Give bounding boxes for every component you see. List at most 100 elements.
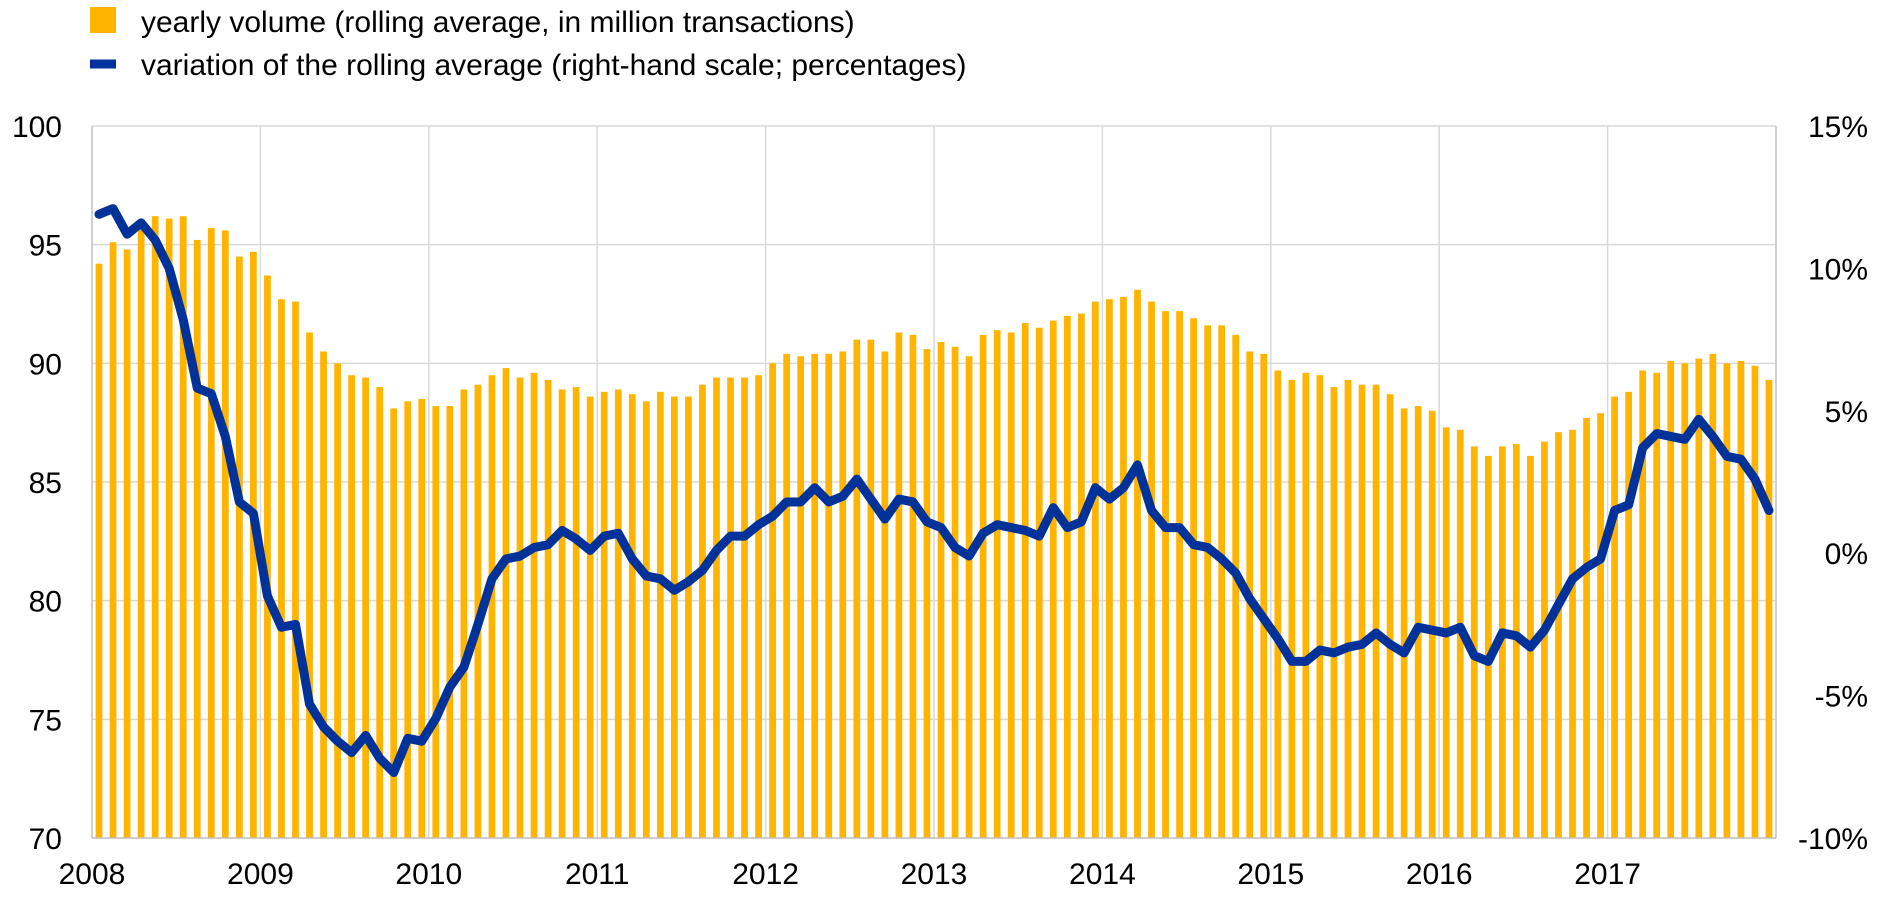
volume-bar-84 bbox=[1274, 370, 1282, 838]
volume-bar-45 bbox=[727, 377, 734, 838]
volume-bar-117 bbox=[1737, 360, 1745, 838]
variation-point-41 bbox=[672, 588, 676, 592]
variation-point-55 bbox=[869, 497, 873, 501]
variation-point-71 bbox=[1093, 486, 1097, 490]
volume-bar-3 bbox=[137, 223, 145, 839]
variation-point-32 bbox=[546, 543, 550, 547]
variation-point-102 bbox=[1528, 645, 1532, 649]
variation-point-50 bbox=[799, 500, 803, 504]
volume-bar-33 bbox=[558, 389, 566, 838]
volume-bar-15 bbox=[306, 332, 313, 838]
variation-point-12 bbox=[265, 594, 269, 598]
volume-bar-77 bbox=[1176, 311, 1183, 838]
volume-bar-78 bbox=[1190, 318, 1197, 838]
variation-point-83 bbox=[1262, 617, 1266, 621]
legend-swatch-volume bbox=[90, 7, 116, 33]
volume-bar-14 bbox=[292, 301, 299, 838]
legend: yearly volume (rolling average, in milli… bbox=[90, 6, 966, 82]
variation-point-38 bbox=[630, 557, 634, 561]
variation-point-42 bbox=[686, 580, 690, 584]
variation-point-97 bbox=[1458, 625, 1462, 629]
volume-bar-47 bbox=[755, 375, 762, 838]
variation-point-90 bbox=[1360, 642, 1364, 646]
variation-point-67 bbox=[1037, 534, 1041, 538]
volume-bar-66 bbox=[1021, 322, 1029, 838]
left-axis-ticks: 100 95 90 85 80 75 70 bbox=[12, 111, 62, 856]
volume-bar-35 bbox=[586, 396, 594, 838]
variation-point-106 bbox=[1585, 565, 1589, 569]
volume-bar-22 bbox=[404, 401, 412, 838]
variation-point-82 bbox=[1248, 597, 1252, 601]
variation-line-group bbox=[94, 204, 1774, 777]
x-tick-label-7: 2015 bbox=[1237, 858, 1304, 891]
variation-point-69 bbox=[1065, 526, 1069, 530]
x-tick-label-6: 2014 bbox=[1069, 858, 1136, 891]
volume-bar-31 bbox=[530, 372, 538, 838]
variation-point-44 bbox=[714, 548, 718, 552]
volume-bar-23 bbox=[418, 398, 426, 838]
volume-bar-9 bbox=[221, 230, 229, 839]
legend-item-variation: variation of the rolling average (right-… bbox=[90, 49, 966, 82]
variation-point-63 bbox=[981, 531, 985, 535]
variation-point-35 bbox=[588, 548, 592, 552]
variation-point-1 bbox=[111, 207, 115, 211]
variation-point-4 bbox=[153, 238, 157, 242]
volume-bar-36 bbox=[600, 391, 608, 838]
variation-point-75 bbox=[1150, 508, 1154, 512]
variation-point-77 bbox=[1178, 526, 1182, 530]
variation-point-113 bbox=[1683, 437, 1687, 441]
variation-point-14 bbox=[293, 622, 297, 626]
variation-point-0 bbox=[97, 212, 101, 216]
volume-bar-32 bbox=[544, 379, 552, 838]
variation-point-23 bbox=[420, 739, 424, 743]
variation-point-66 bbox=[1023, 528, 1027, 532]
volume-bar-59 bbox=[923, 349, 931, 838]
volume-bar-51 bbox=[811, 353, 819, 838]
variation-point-27 bbox=[476, 622, 480, 626]
volume-bar-44 bbox=[713, 377, 720, 838]
variation-point-92 bbox=[1388, 642, 1392, 646]
variation-point-60 bbox=[939, 526, 943, 530]
volume-bar-19 bbox=[362, 377, 370, 838]
volume-bar-79 bbox=[1204, 325, 1212, 838]
variation-point-17 bbox=[336, 739, 340, 743]
volume-bar-63 bbox=[979, 334, 987, 838]
left-tick-label-0: 100 bbox=[12, 111, 62, 144]
legend-item-volume: yearly volume (rolling average, in milli… bbox=[90, 6, 855, 39]
variation-point-105 bbox=[1571, 577, 1575, 581]
variation-point-64 bbox=[995, 523, 999, 527]
right-tick-label-1: 10% bbox=[1808, 253, 1868, 286]
variation-point-111 bbox=[1655, 432, 1659, 436]
variation-point-39 bbox=[644, 574, 648, 578]
variation-point-25 bbox=[448, 685, 452, 689]
volume-bar-46 bbox=[741, 377, 748, 838]
volume-bar-91 bbox=[1372, 384, 1380, 838]
volume-bar-115 bbox=[1709, 353, 1717, 838]
volume-bar-80 bbox=[1218, 325, 1226, 838]
volume-bar-28 bbox=[488, 375, 496, 838]
volume-bar-6 bbox=[179, 216, 187, 839]
volume-bar-89 bbox=[1344, 379, 1352, 838]
volume-bar-56 bbox=[881, 351, 889, 838]
variation-point-76 bbox=[1164, 526, 1168, 530]
left-tick-label-3: 85 bbox=[29, 467, 62, 500]
volume-bar-81 bbox=[1232, 334, 1240, 838]
variation-point-74 bbox=[1135, 463, 1139, 467]
volume-bar-41 bbox=[671, 396, 678, 838]
volume-bar-26 bbox=[460, 389, 468, 838]
volume-bar-30 bbox=[516, 377, 524, 838]
volume-bar-108 bbox=[1611, 396, 1618, 838]
variation-point-79 bbox=[1206, 546, 1210, 550]
volume-bar-29 bbox=[502, 368, 510, 838]
volume-bar-110 bbox=[1639, 370, 1647, 838]
volume-bar-25 bbox=[446, 406, 454, 838]
variation-point-117 bbox=[1739, 457, 1743, 461]
variation-point-56 bbox=[883, 517, 887, 521]
volume-bar-8 bbox=[207, 228, 215, 838]
variation-point-48 bbox=[771, 514, 775, 518]
volume-bar-112 bbox=[1667, 360, 1675, 838]
volume-bar-62 bbox=[965, 356, 973, 838]
volume-bar-113 bbox=[1681, 363, 1689, 838]
volume-bar-12 bbox=[264, 275, 271, 838]
